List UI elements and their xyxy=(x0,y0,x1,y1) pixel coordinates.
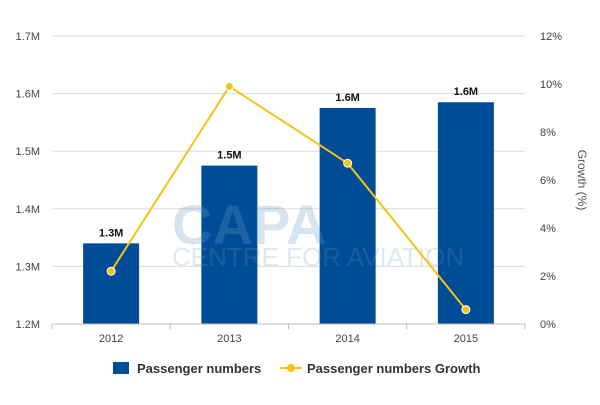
x-axis-tick-label: 2013 xyxy=(217,333,241,345)
y2-axis-tick-label: 2% xyxy=(540,271,556,283)
y-axis-tick-label: 1.3M xyxy=(16,261,40,273)
bar-series xyxy=(83,102,494,325)
bar xyxy=(83,243,140,324)
watermark-logo: CAPA xyxy=(172,193,327,256)
line-series xyxy=(106,81,471,315)
y-axis-tick-label: 1.4M xyxy=(16,204,40,216)
y-axis-tick-label: 1.5M xyxy=(16,146,40,158)
bar-data-label: 1.3M xyxy=(99,227,123,239)
growth-point xyxy=(343,158,353,168)
bar xyxy=(201,165,258,324)
bar-data-label: 1.5M xyxy=(217,150,241,162)
y2-axis-tick-label: 4% xyxy=(540,223,556,235)
watermark-subtext: CENTRE FOR AVIATION xyxy=(172,242,464,272)
bar-data-label: 1.6M xyxy=(454,86,478,98)
data-labels: 1.3M 1.5M 1.6M 1.6M xyxy=(99,86,478,239)
y2-axis-tick-label: 8% xyxy=(540,127,556,139)
y2-axis-tick-label: 0% xyxy=(540,319,556,331)
y2-axis-title: Growth (%) xyxy=(575,150,589,211)
legend: Passenger numbers Passenger numbers Growt… xyxy=(113,361,480,376)
x-axis-tick-label: 2012 xyxy=(99,333,123,345)
growth-line xyxy=(110,85,467,311)
growth-point xyxy=(106,266,116,276)
y-axis-tick-label: 1.6M xyxy=(16,89,40,101)
bar xyxy=(437,102,494,325)
watermark: CAPA CENTRE FOR AVIATION xyxy=(172,193,464,272)
legend-swatch-marker xyxy=(287,364,295,372)
growth-point xyxy=(224,81,234,91)
x-axis-tick-label: 2014 xyxy=(335,333,359,345)
growth-point xyxy=(461,305,471,315)
legend-label-bar: Passenger numbers xyxy=(137,361,261,376)
legend-label-line: Passenger numbers Growth xyxy=(307,361,480,376)
y2-axis-tick-label: 6% xyxy=(540,175,556,187)
x-axis-tick-label: 2015 xyxy=(454,333,478,345)
y2-axis-tick-label: 10% xyxy=(540,79,562,91)
y-axis-tick-label: 1.7M xyxy=(16,31,40,43)
y-axis-tick-label: 1.2M xyxy=(16,319,40,331)
axes: 1.2M 1.3M 1.4M 1.5M 1.6M 1.7M 0% 2% 4% 6% 8% 10% 12%… xyxy=(16,31,589,345)
y2-axis-tick-label: 12% xyxy=(540,31,562,43)
legend-swatch-bar xyxy=(113,362,129,374)
bar-data-label: 1.6M xyxy=(335,92,359,104)
bar xyxy=(319,108,376,324)
